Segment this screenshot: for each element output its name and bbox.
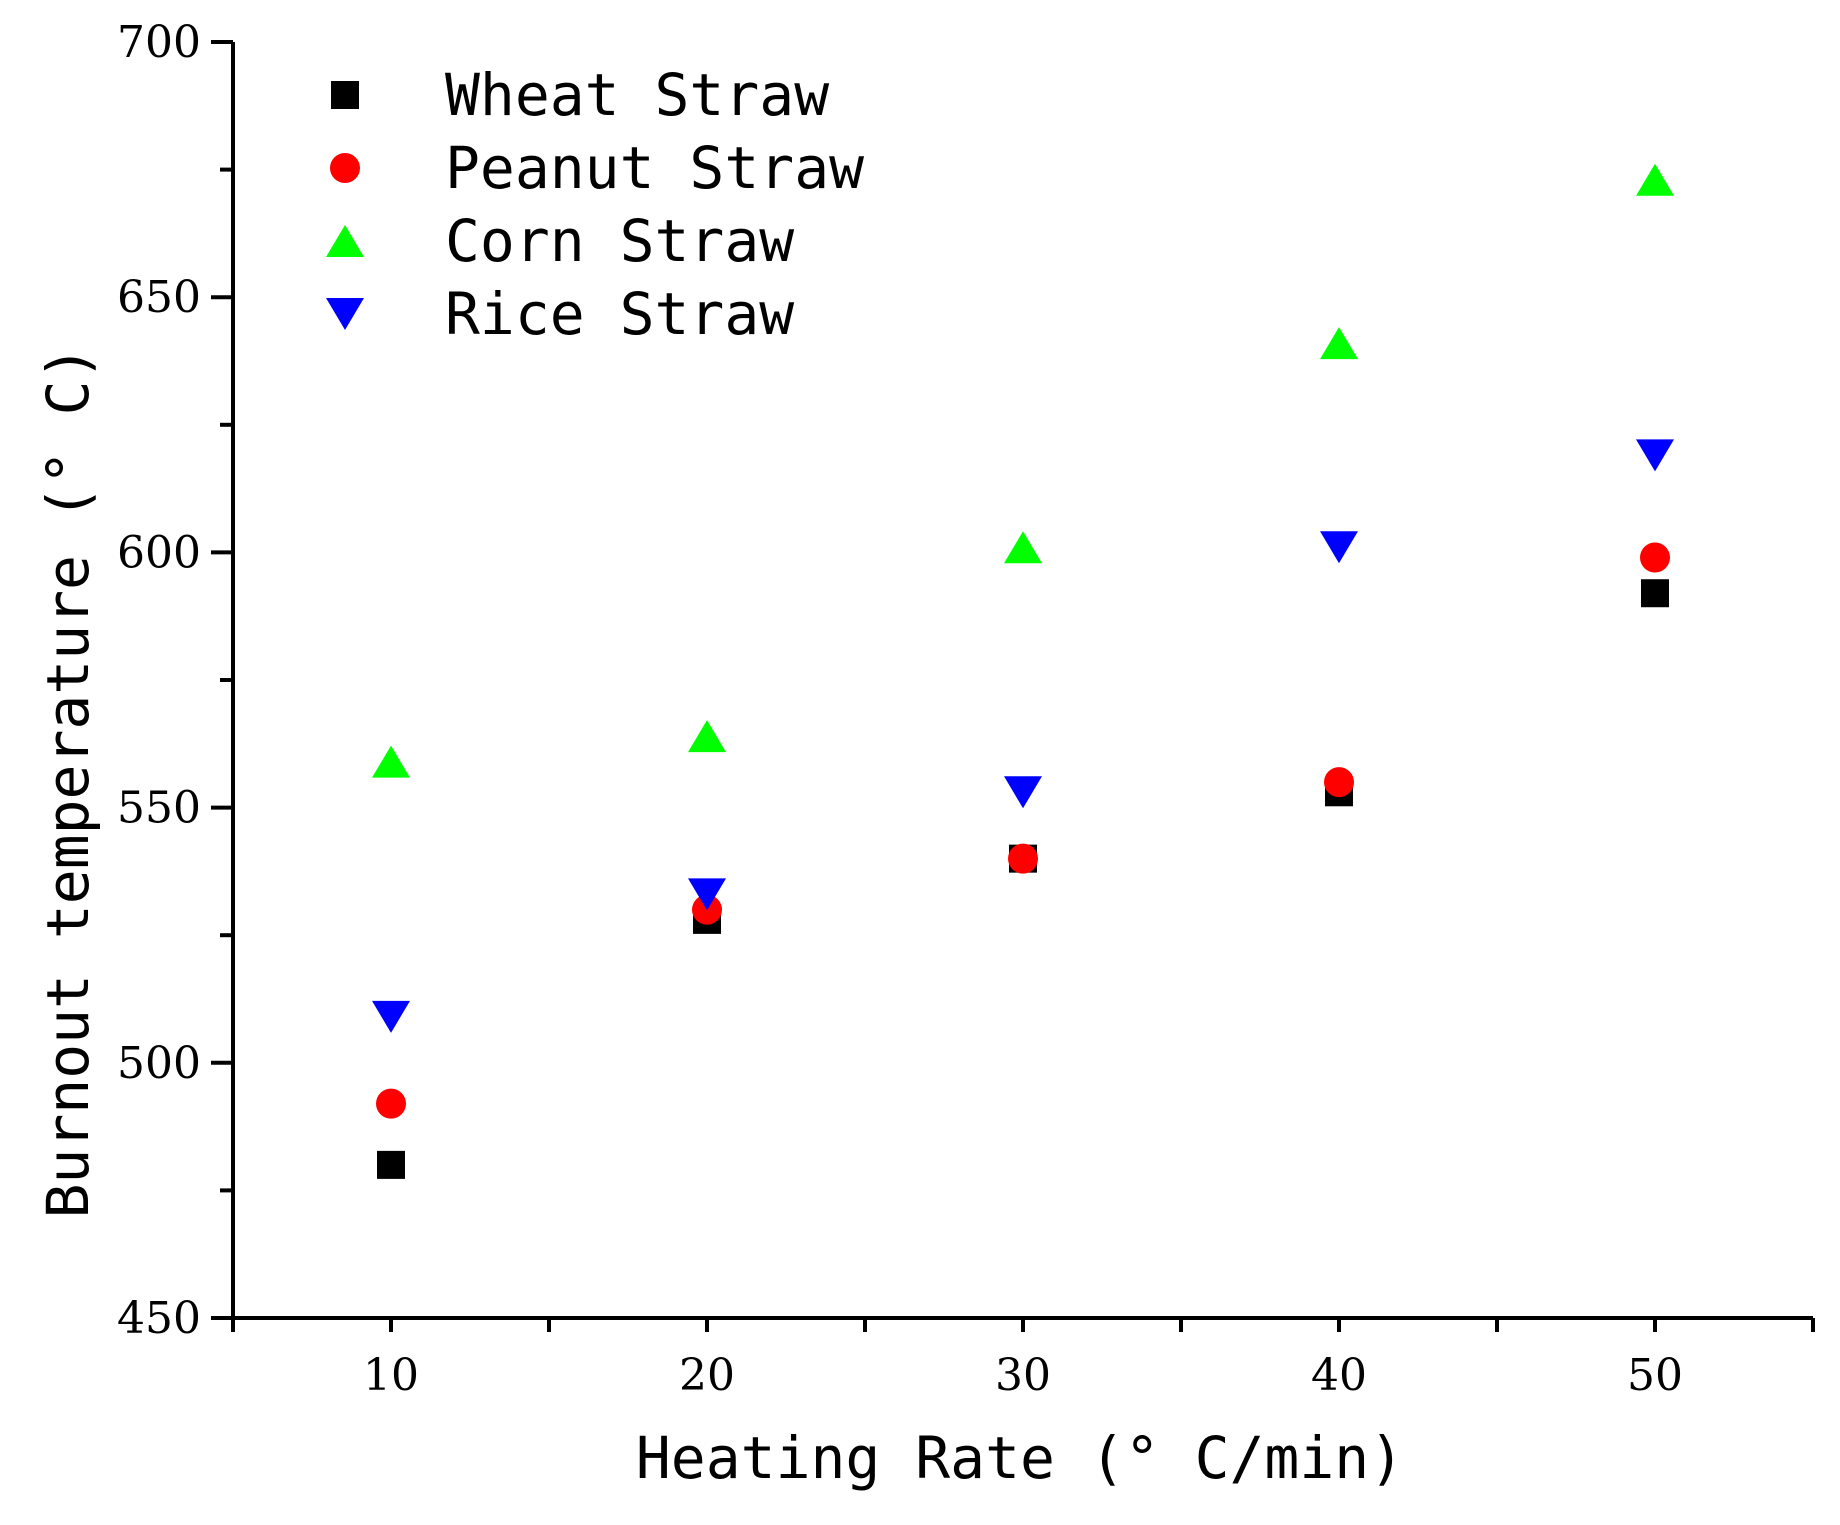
wheat-straw-point — [377, 1150, 405, 1179]
y-tick-label: 600 — [117, 527, 201, 578]
corn-straw-point — [372, 745, 410, 778]
corn-straw-point — [688, 720, 726, 753]
legend-label-wheat-straw: Wheat Straw — [445, 61, 829, 129]
peanut-straw-point — [1008, 843, 1038, 874]
legend-label-rice-straw: Rice Straw — [445, 280, 794, 348]
peanut-straw-point — [376, 1088, 406, 1119]
legend-label-peanut-straw: Peanut Straw — [445, 134, 864, 202]
peanut-straw-point — [1324, 767, 1354, 798]
rice-straw-point — [1004, 776, 1042, 809]
legend-label-corn-straw: Corn Straw — [445, 207, 794, 275]
x-axis-title: Heating Rate (° C/min) — [636, 1424, 1404, 1492]
legend-marker-peanut-straw — [330, 153, 360, 183]
data-points — [372, 163, 1674, 1179]
corn-straw-point — [1004, 531, 1042, 564]
y-tick-label: 650 — [117, 272, 201, 323]
legend-marker-rice-straw — [326, 298, 364, 330]
legend-marker-wheat-straw — [331, 81, 359, 109]
x-tick-label: 30 — [995, 1350, 1051, 1401]
rice-straw-point — [1320, 531, 1358, 564]
x-tick-label: 40 — [1311, 1350, 1367, 1401]
y-tick-label: 500 — [117, 1038, 201, 1089]
legend-marker-corn-straw — [326, 225, 364, 257]
rice-straw-point — [372, 1000, 410, 1033]
x-tick-label: 50 — [1627, 1350, 1683, 1401]
y-tick-label: 700 — [117, 17, 201, 68]
rice-straw-point — [688, 878, 726, 911]
x-tick-label: 20 — [679, 1350, 735, 1401]
wheat-straw-point — [1641, 579, 1669, 608]
y-tick-label: 550 — [117, 783, 201, 834]
x-tick-label: 10 — [363, 1350, 419, 1401]
y-tick-label: 450 — [117, 1293, 201, 1344]
rice-straw-point — [1636, 439, 1674, 472]
peanut-straw-point — [1640, 542, 1670, 573]
corn-straw-point — [1636, 163, 1674, 196]
corn-straw-point — [1320, 327, 1358, 360]
y-axis-title: Burnout temperature (° C) — [34, 346, 102, 1219]
axes: 10 20 30 40 50 450 500 550 600 650 700 — [117, 17, 1815, 1401]
